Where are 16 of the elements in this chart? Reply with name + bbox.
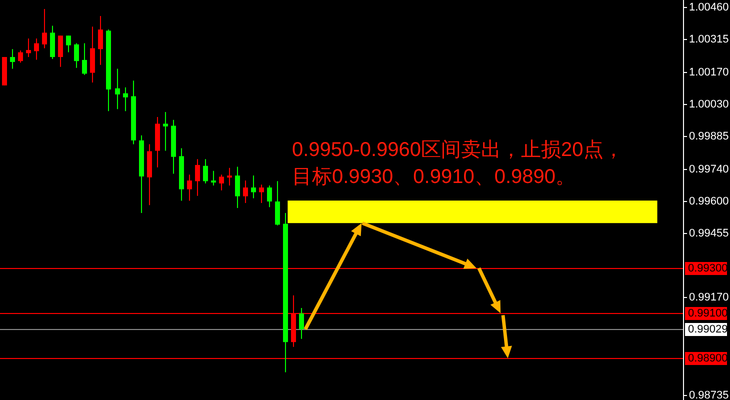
y-tick-label: 0.99740	[689, 164, 729, 176]
y-tick-label: 1.00030	[689, 98, 729, 110]
ref-line-label: 0.99300	[688, 262, 728, 274]
ref-line-label: 0.99029	[688, 324, 728, 336]
y-tick-label: 1.00460	[689, 2, 729, 14]
y-tick-label: 1.00315	[689, 34, 729, 46]
y-tick-label: 0.99600	[689, 196, 729, 208]
y-tick-label: 0.99170	[689, 292, 729, 304]
y-tick-label: 0.99885	[689, 130, 729, 142]
y-tick-label: 1.00170	[689, 66, 729, 78]
ref-line-label: 0.98900	[688, 352, 728, 364]
y-tick-label: 0.98735	[689, 390, 729, 400]
y-tick-label: 0.99455	[689, 228, 729, 240]
annotation: 目标0.9930、0.9910、0.9890。	[292, 166, 576, 188]
ref-line-label: 0.99100	[688, 308, 728, 320]
annotation: 0.9950-0.9960区间卖出，止损20点，	[292, 139, 624, 161]
